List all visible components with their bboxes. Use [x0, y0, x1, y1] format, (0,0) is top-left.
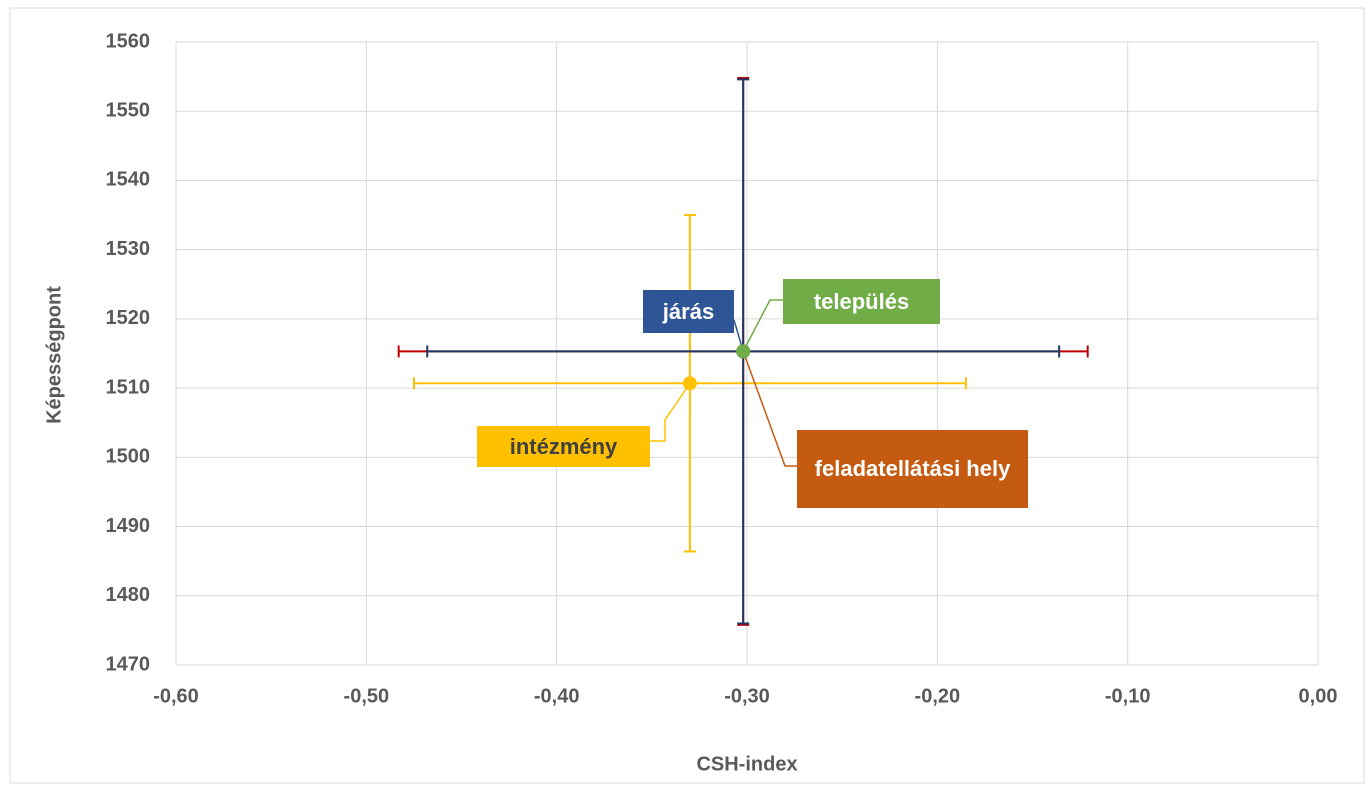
callout: járás [643, 290, 734, 333]
x-tick-label: -0,20 [915, 685, 961, 707]
x-tick-label: -0,60 [153, 685, 199, 707]
x-tick-label: -0,30 [724, 685, 770, 707]
leader-line [742, 351, 797, 467]
callout: intézmény [477, 426, 650, 467]
y-tick-label: 1550 [106, 100, 151, 122]
y-tick-label: 1520 [106, 307, 151, 329]
x-tick-label: 0,00 [1299, 685, 1338, 707]
callout-label: járás [643, 290, 734, 333]
x-tick-label: -0,40 [534, 685, 580, 707]
point [682, 376, 697, 391]
y-tick-label: 1560 [106, 30, 151, 52]
y-tick-label: 1540 [106, 169, 151, 191]
x-tick-label: -0,10 [1105, 685, 1151, 707]
y-tick-label: 1500 [106, 446, 151, 468]
leader-line [742, 299, 783, 352]
callout: feladatellátási hely [797, 430, 1028, 508]
y-tick-label: 1470 [106, 653, 151, 675]
y-axis-title: Képességpont [43, 286, 65, 424]
y-tick-label: 1490 [106, 515, 151, 537]
x-tick-label: -0,50 [344, 685, 390, 707]
point [736, 344, 751, 359]
leader-line [650, 382, 691, 442]
x-axis-title: CSH-index [696, 753, 797, 775]
y-tick-label: 1480 [106, 584, 151, 606]
callout: település [783, 279, 940, 324]
callout-label: intézmény [477, 426, 650, 467]
y-tick-label: 1510 [106, 376, 151, 398]
y-tick-label: 1530 [106, 238, 151, 260]
callout-label: feladatellátási hely [797, 430, 1028, 508]
callout-label: település [783, 279, 940, 324]
chart-border [9, 7, 1365, 784]
